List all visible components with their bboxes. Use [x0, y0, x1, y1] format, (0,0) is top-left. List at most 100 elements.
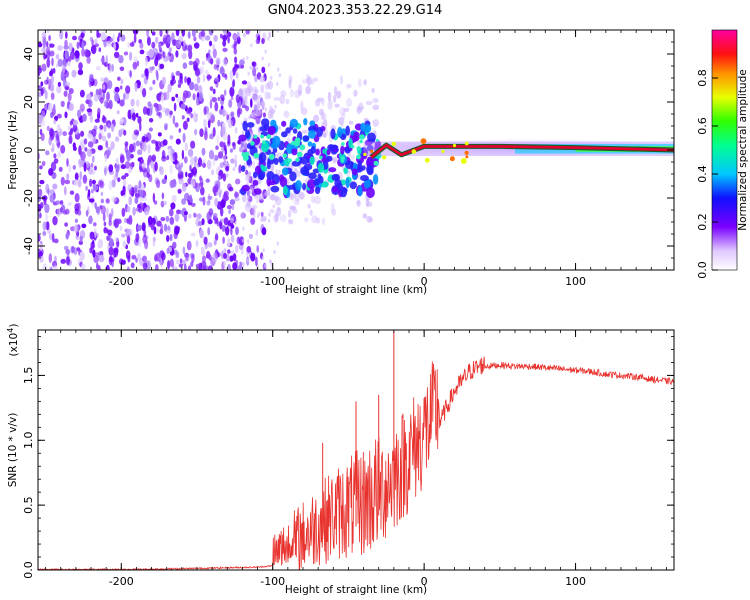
noise-cell	[84, 147, 88, 152]
scatter-cell	[364, 124, 372, 133]
scatter-cell	[366, 164, 374, 174]
snr-y-tick-label: 1.0	[22, 432, 35, 450]
colorbar-tick-label: 0.4	[696, 165, 709, 183]
noise-cell	[158, 42, 162, 50]
noise-cell	[267, 218, 271, 223]
noise-cell	[223, 248, 227, 253]
noise-cell	[72, 35, 77, 41]
noise-cell	[131, 112, 136, 121]
noise-cell	[181, 30, 186, 37]
noise-cell	[278, 126, 281, 130]
halo-cell	[363, 79, 367, 86]
noise-cell	[42, 263, 48, 270]
noise-cell	[45, 183, 50, 194]
noise-cell	[193, 156, 198, 163]
noise-cell	[133, 33, 137, 44]
scatter-cell	[315, 148, 320, 156]
noise-cell	[264, 107, 267, 112]
scatter-cell	[310, 146, 316, 154]
noise-cell	[208, 40, 213, 47]
noise-cell	[212, 43, 215, 50]
noise-cell	[124, 161, 131, 169]
noise-cell	[231, 204, 235, 210]
noise-cell	[102, 116, 107, 124]
noise-cell	[207, 118, 211, 129]
noise-cell	[182, 120, 188, 130]
noise-cell	[44, 90, 48, 100]
noise-cell	[56, 113, 62, 119]
noise-cell	[119, 225, 123, 231]
halo-cell	[301, 79, 308, 84]
noise-cell	[208, 149, 215, 160]
noise-cell	[227, 183, 232, 191]
scatter-cell	[270, 185, 280, 193]
noise-cell	[146, 36, 151, 46]
noise-cell	[107, 229, 113, 236]
noise-cell	[234, 191, 240, 199]
noise-cell	[227, 119, 234, 128]
noise-cell	[148, 127, 153, 132]
noise-cell	[88, 198, 95, 203]
noise-cell	[42, 231, 47, 236]
noise-cell	[109, 37, 114, 42]
halo-cell	[331, 208, 337, 216]
noise-cell	[274, 104, 277, 109]
noise-cell	[197, 157, 203, 167]
ridge-blob	[452, 143, 457, 148]
noise-cell	[134, 196, 139, 205]
noise-cell	[227, 134, 231, 145]
noise-cell	[250, 217, 256, 225]
noise-cell	[194, 67, 200, 77]
noise-cell	[199, 128, 204, 138]
halo-cell	[334, 103, 340, 108]
noise-cell	[232, 141, 236, 150]
noise-cell	[241, 104, 247, 109]
noise-cell	[217, 175, 222, 181]
noise-cell	[94, 38, 98, 45]
noise-cell	[66, 158, 69, 167]
noise-cell	[165, 215, 170, 222]
scatter-cell	[309, 156, 315, 166]
noise-cell	[169, 135, 174, 140]
scatter-peak	[340, 159, 345, 163]
halo-cell	[273, 96, 281, 101]
halo-cell	[252, 205, 256, 215]
scatter-cell	[326, 149, 331, 156]
scatter-peak	[375, 139, 379, 142]
scatter-cell	[273, 158, 279, 165]
noise-cell	[187, 172, 194, 178]
noise-cell	[204, 35, 211, 41]
scatter-cell	[337, 126, 343, 138]
noise-cell	[63, 90, 68, 97]
snr-series	[38, 330, 674, 570]
noise-cell	[264, 49, 267, 54]
noise-cell	[269, 259, 272, 264]
noise-cell	[48, 35, 51, 41]
noise-cell	[123, 51, 129, 56]
noise-cell	[174, 122, 179, 128]
scatter-peak	[341, 142, 345, 146]
noise-cell	[137, 224, 143, 232]
halo-cell	[314, 98, 321, 107]
noise-cell	[222, 236, 225, 244]
noise-cell	[193, 111, 197, 121]
noise-cell	[48, 253, 52, 263]
noise-cell	[260, 211, 264, 217]
noise-cell	[49, 43, 55, 48]
noise-cell	[46, 30, 50, 34]
noise-cell	[223, 217, 229, 226]
noise-cell	[178, 263, 184, 268]
noise-cell	[156, 103, 162, 112]
noise-cell	[79, 251, 85, 261]
noise-cell	[222, 57, 228, 67]
noise-cell	[181, 182, 187, 192]
colorbar-tick-label: 0.0	[696, 261, 709, 279]
halo-cell	[320, 112, 325, 121]
scatter-cell	[357, 160, 362, 169]
noise-cell	[155, 140, 159, 147]
noise-cell	[62, 59, 67, 65]
scatter-cell	[253, 188, 262, 195]
noise-cell	[181, 198, 187, 205]
noise-cell	[193, 42, 200, 49]
noise-cell	[220, 218, 225, 223]
